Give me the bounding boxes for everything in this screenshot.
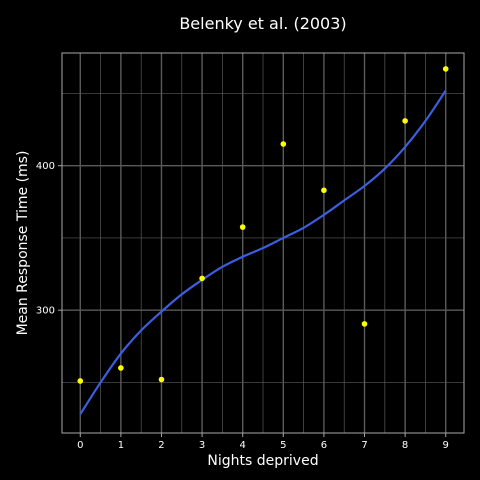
x-tick-label: 7: [361, 440, 367, 451]
plot-panel-border: [61, 52, 465, 434]
x-tick-label: 1: [118, 440, 124, 451]
x-tick-label: 0: [77, 440, 83, 451]
x-tick-label: 3: [199, 440, 205, 451]
data-point: [77, 378, 84, 384]
x-tick-label: 6: [321, 440, 327, 451]
axis-ticks: 0 1 2 3 4 5 6 7 8 9 300 400: [36, 161, 449, 451]
grid: [62, 53, 464, 433]
x-axis-title: Nights deprived: [207, 453, 318, 469]
data-point: [199, 275, 205, 282]
x-tick-label: 4: [240, 440, 246, 451]
y-tick-label: 400: [36, 161, 55, 172]
data-points: [77, 66, 449, 384]
data-point: [402, 118, 408, 124]
x-tick-label: 9: [443, 440, 449, 451]
x-tick-label: 5: [280, 440, 286, 451]
data-point: [321, 187, 327, 194]
y-tick-label: 300: [36, 306, 55, 317]
data-point: [158, 376, 165, 383]
data-point: [442, 66, 449, 72]
y-axis-title: Mean Response Time (ms): [15, 151, 31, 336]
x-tick-label: 2: [158, 440, 164, 451]
data-point: [118, 365, 124, 371]
data-point: [280, 141, 287, 147]
chart-title: Belenky et al. (2003): [179, 14, 346, 33]
x-tick-label: 8: [402, 440, 408, 451]
smooth-trend-line: [79, 89, 447, 415]
data-point: [361, 321, 368, 327]
data-point: [239, 224, 246, 230]
